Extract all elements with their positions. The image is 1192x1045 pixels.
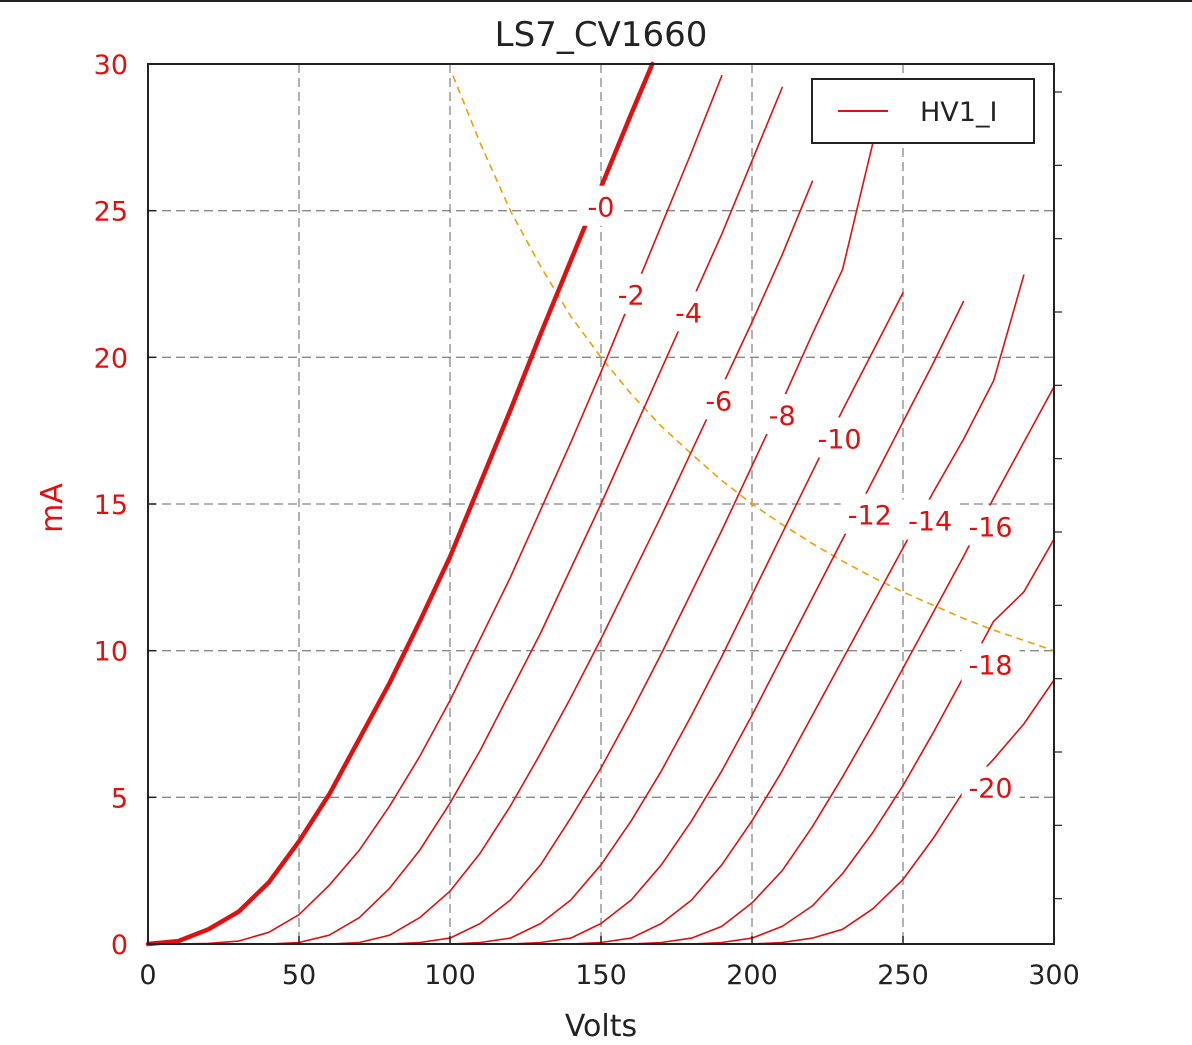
y-tick-label: 5 [111, 783, 128, 814]
plate-curve--0 [145, 61, 655, 947]
curve-label-bg [810, 417, 869, 458]
x-tick-label: 50 [282, 960, 316, 991]
curve-label--0: -0 [588, 193, 615, 224]
y-tick-label: 15 [94, 490, 128, 521]
curve-label-bg [901, 499, 960, 540]
curve-label--12: -12 [848, 501, 892, 532]
curve-label-bg [840, 493, 899, 534]
plate-curve--20 [751, 679, 1055, 945]
curve-label-bg [761, 394, 804, 434]
legend-entry-hv1-i: HV1_I [920, 97, 997, 128]
x-axis-label: Volts [565, 1009, 637, 1044]
y-tick-label: 10 [94, 637, 128, 668]
axis-ticks: 0 50 100 150 200 250 300 0 5 10 15 20 25 30 [94, 50, 1080, 991]
load-line-curve [452, 75, 1055, 652]
load-line [452, 75, 1055, 652]
x-tick-label: 200 [726, 960, 778, 991]
x-tick-label: 300 [1028, 960, 1080, 991]
curve-label-bg [961, 766, 1020, 807]
plate-curve--4 [267, 86, 784, 945]
curve-label--2: -2 [618, 281, 645, 312]
x-tick-label: 0 [139, 960, 156, 991]
y-tick-label: 0 [111, 930, 128, 961]
curve-label--6: -6 [705, 386, 732, 417]
y-tick-label: 25 [94, 197, 128, 228]
curve-label-bg [961, 643, 1020, 684]
curve-label-bg [580, 185, 622, 226]
plate-curve--6 [328, 180, 814, 945]
y-axis-label: mA [35, 483, 70, 533]
curve-label--10: -10 [818, 424, 862, 455]
curve-label--18: -18 [969, 650, 1013, 681]
legend: HV1_I [811, 78, 1035, 144]
curve-label--8: -8 [769, 401, 796, 432]
curve-label-bg [610, 273, 653, 314]
plate-curve--8 [388, 142, 874, 945]
y-tick-label: 20 [94, 343, 128, 374]
x-tick-label: 150 [575, 960, 627, 991]
curve-labels: -0 -2 -4 -6 -8 -10 -12 -14 -16 -18 -20 [580, 185, 1020, 807]
curve-label-bg [667, 291, 710, 332]
curve-label--20: -20 [969, 774, 1013, 805]
plate-curve--12 [509, 300, 965, 945]
x-tick-label: 250 [877, 960, 929, 991]
x-tick-label: 100 [424, 960, 476, 991]
curve-label--16: -16 [969, 512, 1013, 543]
curve-label-bg [697, 379, 740, 420]
chart-title: LS7_CV1660 [495, 15, 708, 55]
plate-curve--14 [569, 274, 1025, 945]
curve-label--14: -14 [908, 507, 952, 538]
curve-label--4: -4 [675, 298, 702, 329]
y-tick-label: 30 [94, 50, 128, 81]
curve-label-bg [961, 505, 1020, 546]
